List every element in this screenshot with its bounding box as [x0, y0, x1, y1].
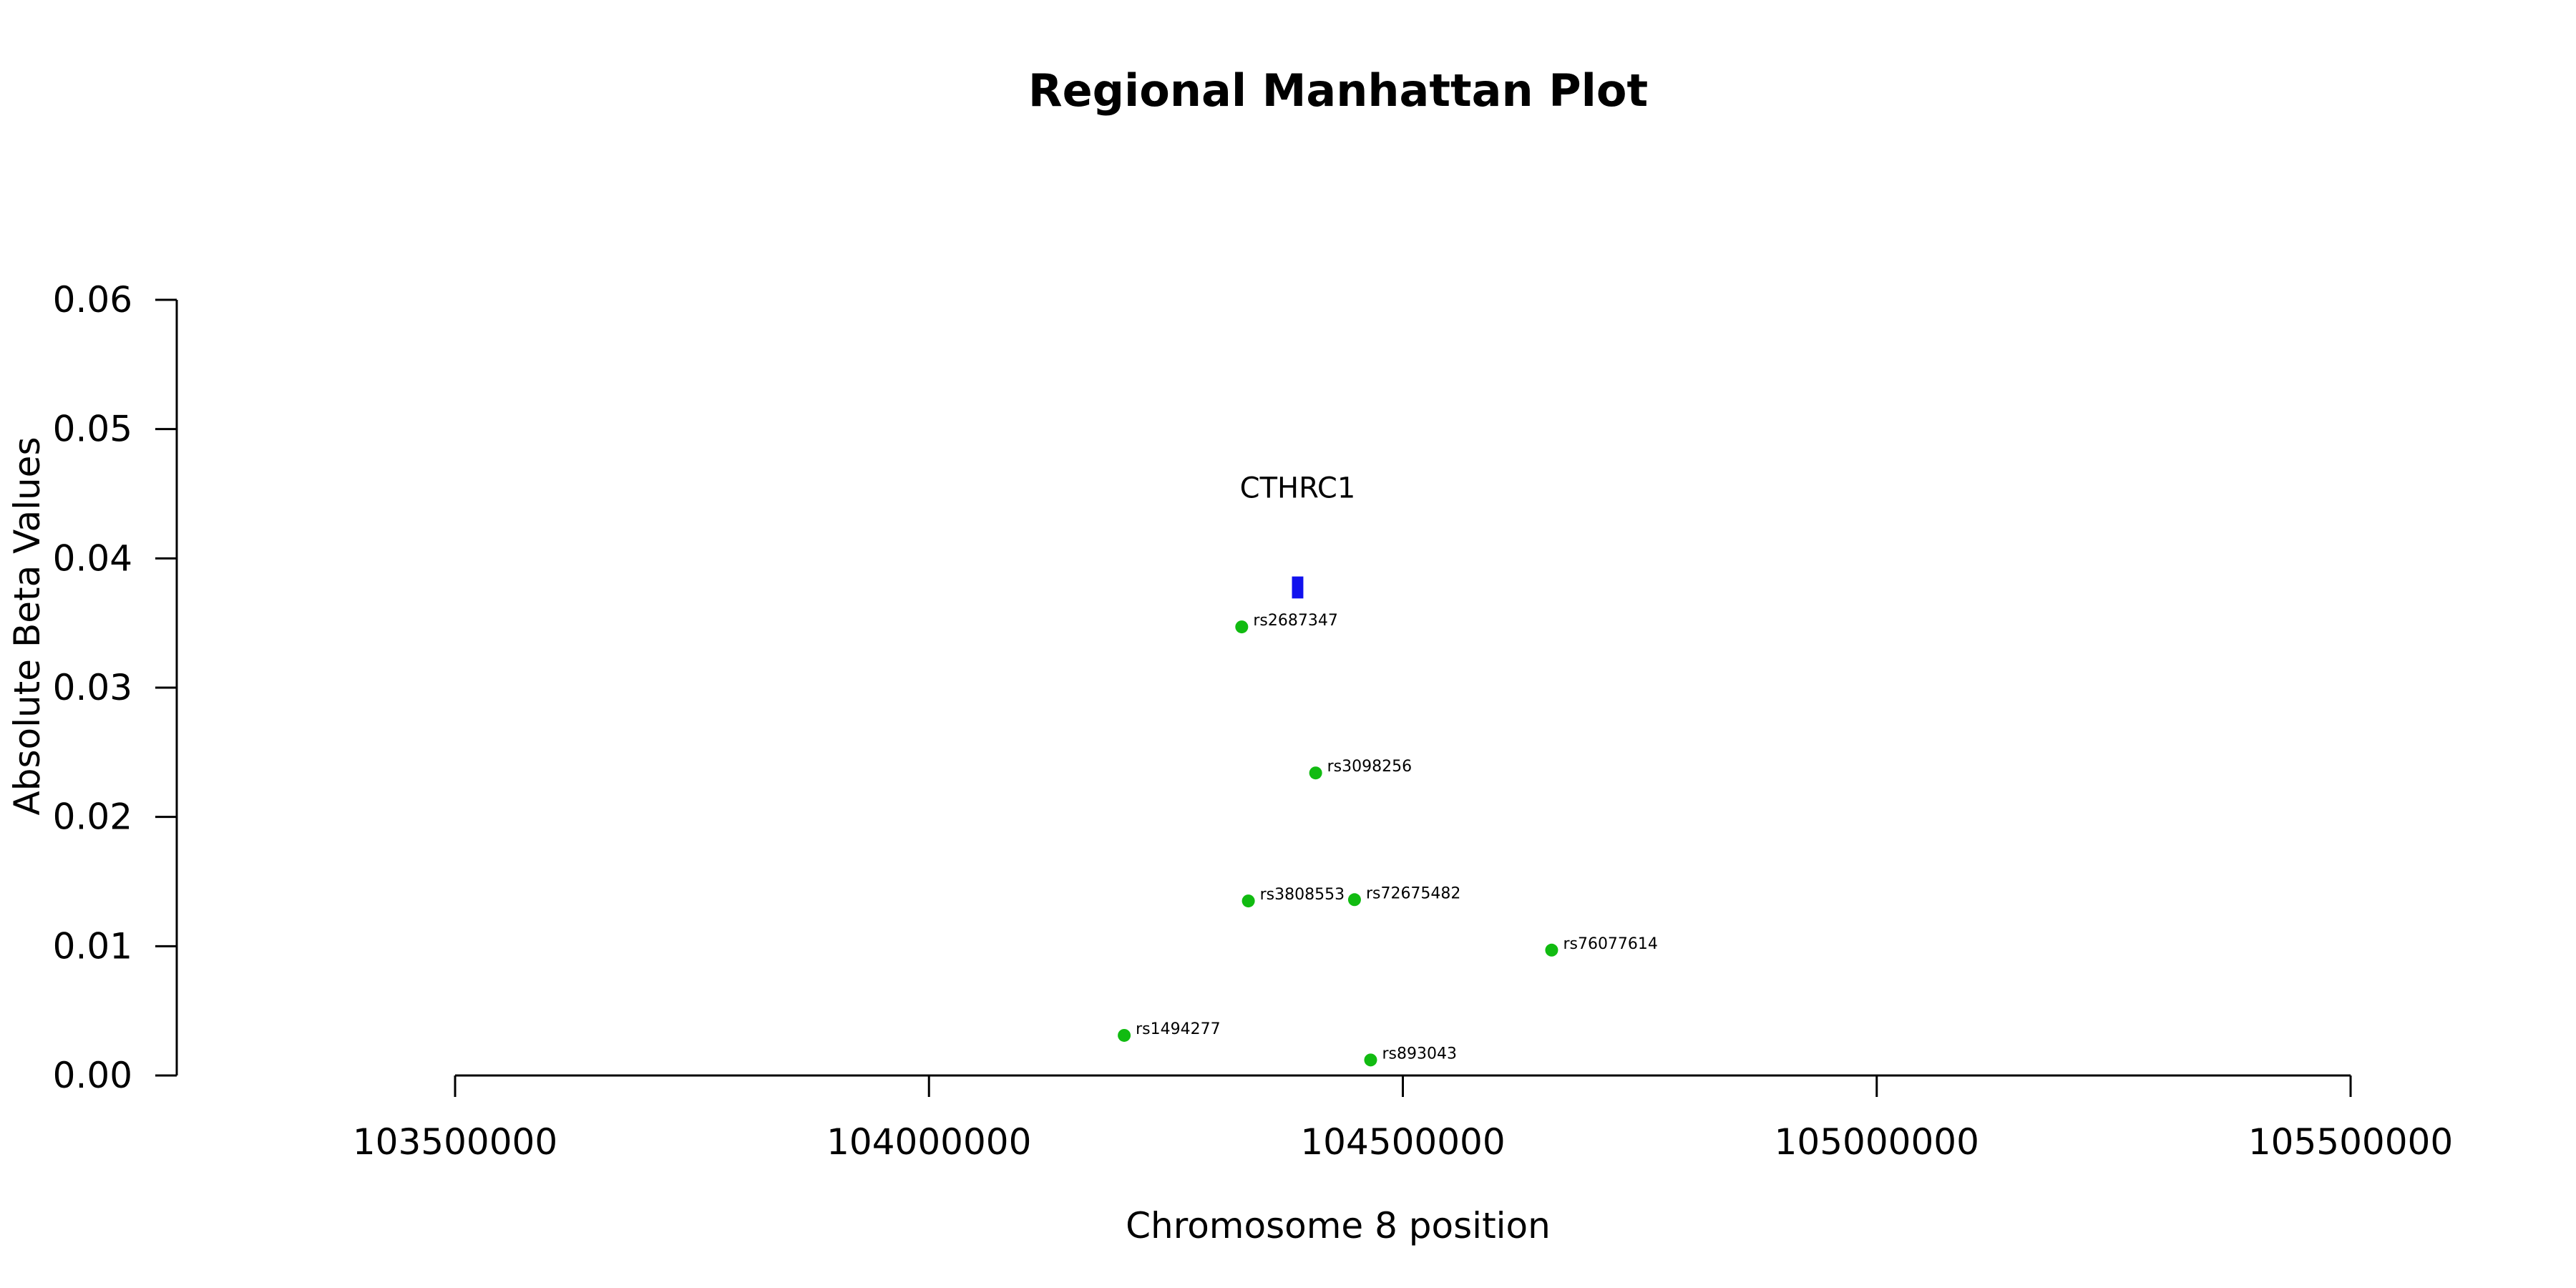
x-tick-label: 104000000 [826, 1121, 1031, 1163]
x-axis: 103500000 104000000 104500000 105000000 1055… [353, 1074, 2453, 1163]
gene-marker [1292, 576, 1304, 599]
snp-point [1309, 766, 1322, 780]
snp-label: rs3098256 [1327, 758, 1413, 776]
snp-label: rs2687347 [1253, 612, 1338, 630]
y-axis: 0.00 0.01 0.02 0.03 0.04 0.05 0.06 [53, 279, 178, 1096]
snp-point [1235, 620, 1249, 634]
snp-point [1118, 1028, 1131, 1042]
y-axis-label: Absolute Beta Values [6, 437, 48, 816]
y-tick-label: 0.04 [53, 537, 132, 579]
y-tick-label: 0.05 [53, 409, 132, 450]
x-tick-label: 105000000 [1775, 1121, 1979, 1163]
snp-point [1347, 893, 1361, 907]
x-tick-label: 103500000 [353, 1121, 557, 1163]
x-axis-label: Chromosome 8 position [1126, 1205, 1551, 1246]
snp-label: rs893043 [1382, 1045, 1457, 1063]
chart-title: Regional Manhattan Plot [1028, 64, 1648, 117]
points-layer: rs2687347 rs3098256 rs3808553 rs72675482 rs7… [1118, 612, 1658, 1067]
x-tick-label: 105500000 [2248, 1121, 2453, 1163]
y-tick-label: 0.00 [53, 1055, 132, 1096]
snp-point [1545, 943, 1558, 957]
snp-point [1364, 1053, 1377, 1067]
snp-label: rs1494277 [1136, 1020, 1221, 1038]
snp-label: rs3808553 [1260, 886, 1345, 904]
x-tick-label: 104500000 [1300, 1121, 1505, 1163]
snp-label: rs72675482 [1366, 884, 1460, 902]
snp-label: rs76077614 [1563, 935, 1657, 953]
y-tick-label: 0.06 [53, 279, 132, 321]
gene-label: CTHRC1 [1240, 472, 1356, 504]
gene-layer: CTHRC1 [1240, 472, 1356, 599]
y-tick-label: 0.03 [53, 667, 132, 708]
y-tick-label: 0.02 [53, 796, 132, 838]
y-tick-label: 0.01 [53, 925, 132, 967]
snp-point [1241, 894, 1255, 908]
